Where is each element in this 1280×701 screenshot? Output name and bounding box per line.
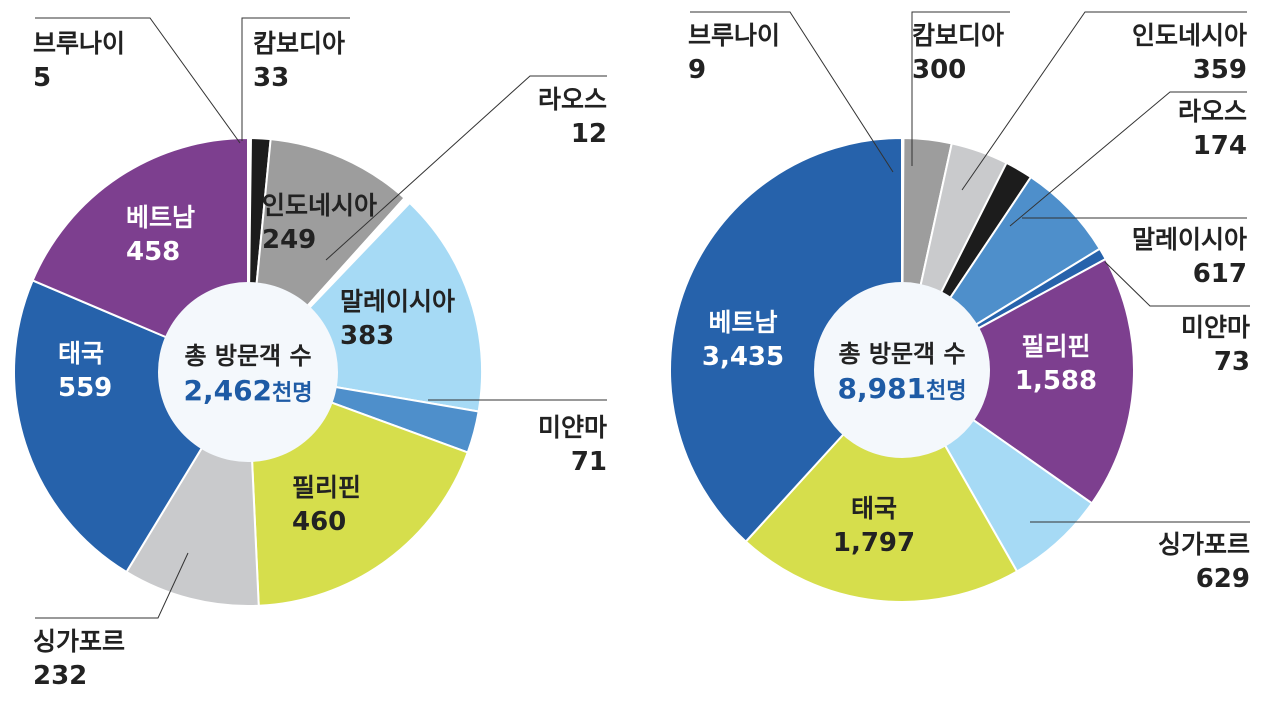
- slice-label-value: 300: [912, 55, 966, 85]
- leader-line: [911, 11, 1010, 166]
- slice-label-name: 베트남: [708, 308, 777, 337]
- slice-labels: 브루나이 5 캄보디아 33 인도네시아 249 라오스 12 말레이시아 383 미얀마 71 필리핀…: [33, 17, 607, 691]
- slice-label-value: 3,435: [702, 342, 784, 372]
- donut-center: [158, 282, 338, 462]
- leader-line: [241, 17, 350, 141]
- leader-line: [690, 11, 894, 173]
- slice-label-value: 458: [126, 237, 180, 267]
- slice-label-name: 태국: [58, 339, 104, 368]
- slice-label-name: 베트남: [126, 203, 195, 232]
- slice-label-value: 383: [340, 321, 394, 351]
- center-total-unit: 천명: [926, 379, 966, 404]
- slice-label-value: 174: [1193, 131, 1247, 161]
- center-label: 총 방문객 수: [838, 340, 965, 368]
- slice-labels: 브루나이 9 캄보디아 300 인도네시아 359 라오스 174 말레이시아 617 미얀마 73 필…: [688, 11, 1250, 594]
- leader-line: [1009, 91, 1247, 227]
- slice-label-name: 말레이시아: [1132, 225, 1247, 254]
- slice-label-name: 필리핀: [292, 473, 361, 502]
- slice-label-name: 캄보디아: [912, 21, 1004, 50]
- slice-label-name: 캄보디아: [253, 29, 345, 58]
- slice-label-name: 싱가포르: [33, 627, 125, 656]
- slice-label-name: 싱가포르: [1158, 530, 1250, 559]
- slice-label-name: 인도네시아: [1132, 21, 1247, 50]
- slice-label-value: 33: [253, 63, 289, 93]
- leader-line: [35, 552, 189, 619]
- donut-chart-right: 총 방문객 수 8,981천명 브루나이 9 캄보디아 300 인도네시아 359 라오스 174…: [669, 11, 1250, 603]
- slice-label-name: 라오스: [1178, 97, 1247, 126]
- slice-label-name: 인도네시아: [262, 191, 377, 220]
- pie-slice-10: [669, 136, 903, 543]
- leader-line: [35, 17, 241, 144]
- center-total: 2,462천명: [183, 374, 312, 407]
- center-total-number: 2,462: [183, 374, 272, 407]
- slice-label-name: 라오스: [538, 85, 607, 114]
- slice-label-name: 브루나이: [33, 29, 125, 58]
- slice-label-name: 태국: [851, 494, 897, 523]
- donut-chart-left: 총 방문객 수 2,462천명 브루나이 5 캄보디아 33 인도네시아 249 라오스 12 말레…: [13, 17, 607, 691]
- pie-slice-7: [900, 257, 1135, 505]
- slice-label-value: 249: [262, 225, 316, 255]
- slice-label-name: 말레이시아: [340, 287, 455, 316]
- slice-label-name: 필리핀: [1021, 332, 1090, 361]
- slice-label-value: 71: [571, 447, 607, 477]
- center-total-unit: 천명: [272, 381, 312, 406]
- pie-slice-9: [744, 368, 1019, 603]
- leader-line: [325, 75, 607, 261]
- slice-label-value: 5: [33, 63, 51, 93]
- slice-label-value: 232: [33, 661, 87, 691]
- slice-label-value: 9: [688, 55, 706, 85]
- slice-label-value: 359: [1193, 55, 1247, 85]
- donut-center: [814, 282, 990, 458]
- center-total: 8,981천명: [837, 372, 966, 405]
- slice-label-name: 미얀마: [538, 413, 607, 442]
- slice-label-value: 1,588: [1015, 366, 1097, 396]
- center-label: 총 방문객 수: [184, 342, 311, 370]
- slice-label-value: 12: [571, 119, 607, 149]
- slice-label-value: 559: [58, 373, 112, 403]
- leader-line: [961, 11, 1247, 191]
- slice-label-name: 미얀마: [1181, 313, 1250, 342]
- center-total-number: 8,981: [837, 372, 926, 405]
- slice-label-value: 629: [1196, 564, 1250, 594]
- leader-line: [1104, 261, 1250, 307]
- slice-label-value: 460: [292, 507, 346, 537]
- slice-label-name: 브루나이: [688, 21, 780, 50]
- slice-label-value: 1,797: [833, 528, 915, 558]
- slice-label-value: 73: [1214, 347, 1250, 377]
- slice-label-value: 617: [1193, 259, 1247, 289]
